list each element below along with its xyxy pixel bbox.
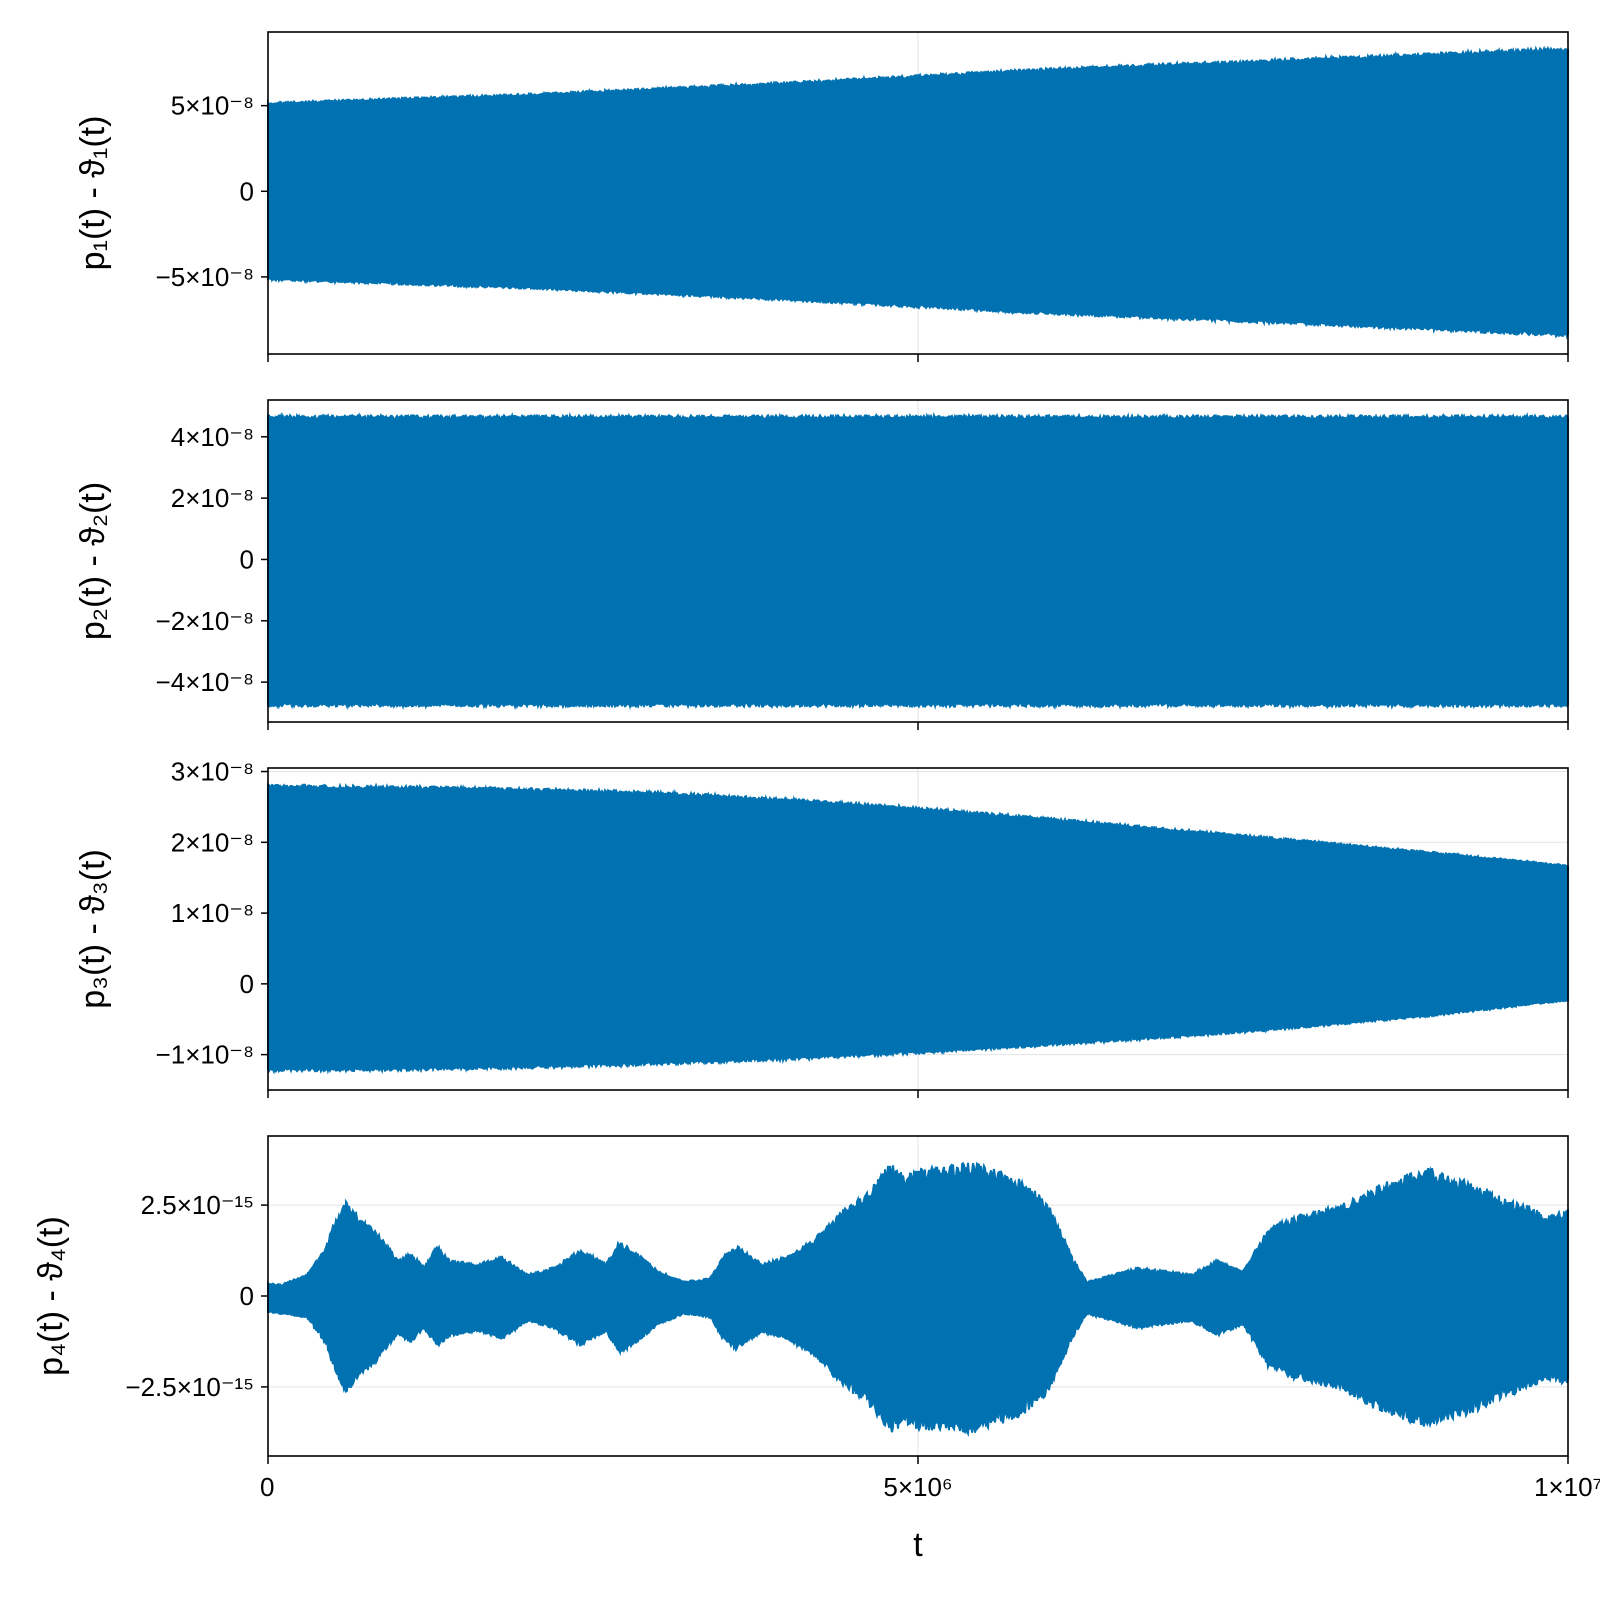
y-tick-label: 0 [240,1281,254,1311]
y-tick-label: 4×10⁻⁸ [171,422,254,452]
panel-2: 4×10⁻⁸ 2×10⁻⁸ 0 −2×10⁻⁸ −4×10⁻⁸ p₂(t) - ϑ₂(t) [74,399,1569,730]
y-tick-label: −5×10⁻⁸ [156,262,254,292]
y-tick-label: 0 [240,176,254,206]
x-axis-title: t [913,1526,923,1564]
data-series-band [267,45,1569,340]
data-series-band [267,782,1569,1075]
x-tick-label: 1×10⁷ [1534,1472,1600,1502]
y-tick-label: 2.5×10⁻¹⁵ [141,1190,254,1220]
panel-1: 5×10⁻⁸ 0 −5×10⁻⁸ p₁(t) - ϑ₁(t) [74,31,1569,362]
data-series-band [267,411,1569,711]
y-tick-label: 0 [240,969,254,999]
panel-4: 0 5×10⁶ 1×10⁷ 2.5×10⁻¹⁵ 0 −2.5×10⁻¹⁵ p₄(t) - ϑ… [32,1135,1600,1564]
x-tick-label: 5×10⁶ [883,1472,952,1502]
y-tick-label: 3×10⁻⁸ [171,757,254,787]
y-tick-label: −2.5×10⁻¹⁵ [125,1372,254,1402]
y-tick-label: 1×10⁻⁸ [171,898,254,928]
y-tick-label: 2×10⁻⁸ [171,827,254,857]
y-axis-title: p₃(t) - ϑ₃(t) [74,849,112,1009]
y-axis-title: p₁(t) - ϑ₁(t) [74,116,112,271]
y-axis-title: p₄(t) - ϑ₄(t) [32,1216,70,1376]
y-tick-label: 0 [240,544,254,574]
panel-3: 3×10⁻⁸ 2×10⁻⁸ 1×10⁻⁸ 0 −1×10⁻⁸ p₃(t) - ϑ₃(t) [74,757,1569,1098]
y-tick-label: 5×10⁻⁸ [171,91,254,121]
data-series-band [267,1161,1569,1437]
y-tick-label: −4×10⁻⁸ [156,667,254,697]
y-tick-label: −1×10⁻⁸ [156,1040,254,1070]
y-axis-title: p₂(t) - ϑ₂(t) [74,482,112,640]
x-tick-label: 0 [260,1472,274,1502]
y-tick-label: −2×10⁻⁸ [156,606,254,636]
y-tick-label: 2×10⁻⁸ [171,483,254,513]
